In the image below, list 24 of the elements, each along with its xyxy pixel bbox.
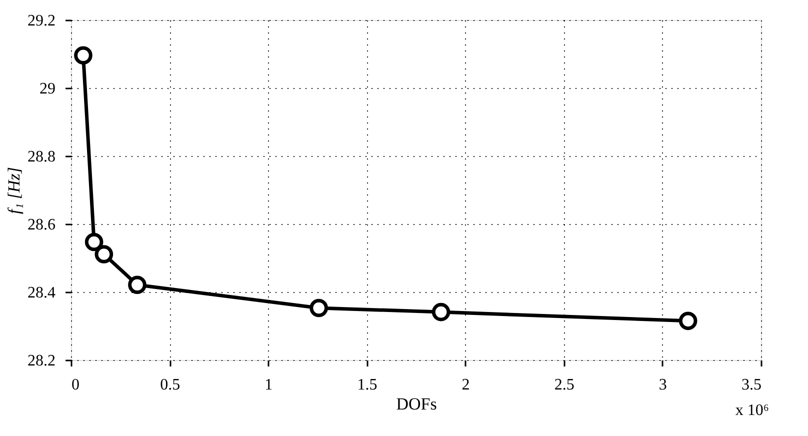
point: [84, 232, 104, 252]
y-tick-label: 29.2: [28, 12, 56, 30]
x-tick-label: 0: [72, 376, 80, 394]
x-tick-label: 1: [264, 376, 273, 394]
point: [94, 245, 114, 264]
point: [432, 302, 450, 322]
point: [74, 46, 92, 65]
y-tick-label: 28.6: [28, 216, 56, 234]
y-tick-label: 28.2: [28, 352, 56, 370]
x-tick-label: 0.5: [160, 376, 180, 394]
y-tick-label: 28.4: [28, 284, 56, 302]
y-tick-label: 28.8: [28, 148, 56, 166]
text: x 10⁶: [735, 402, 769, 419]
point: [128, 276, 146, 294]
x-tick-label: 3: [658, 376, 667, 394]
point: [310, 298, 328, 318]
y-tick-label: 29: [40, 80, 56, 98]
x-tick-label: 1.5: [357, 376, 378, 394]
point: [678, 312, 698, 330]
x-axis-title: DOFs: [396, 394, 437, 414]
x-tick-label: 2: [462, 376, 470, 394]
x-tick-label: 2.5: [554, 376, 574, 394]
y-axis-title: f₁ [Hz]: [4, 166, 24, 214]
x-tick-label: 3.5: [742, 376, 762, 394]
